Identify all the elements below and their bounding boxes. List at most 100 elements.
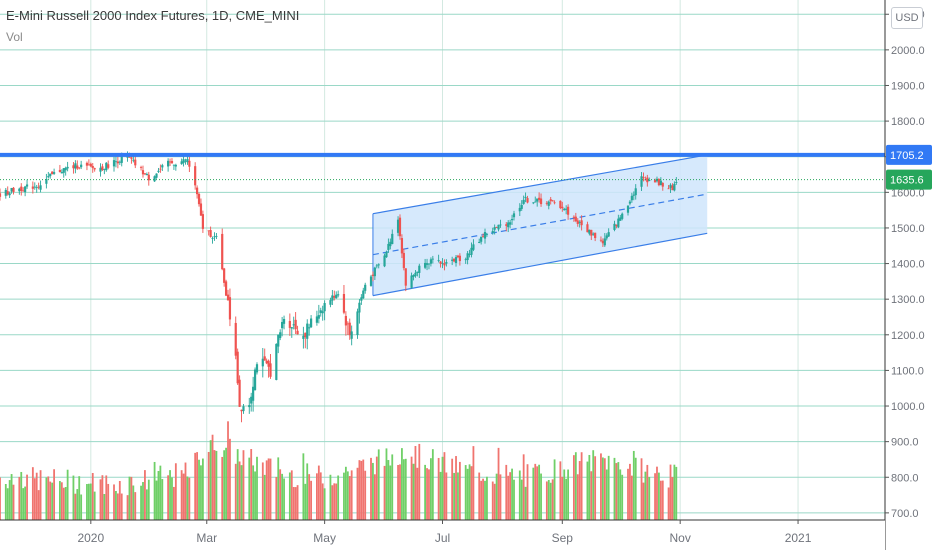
candle-body [130,157,133,159]
volume-bar [209,440,212,520]
candle-body [358,302,361,313]
candle-body [292,324,295,326]
volume-bar [277,457,280,520]
volume-bar [140,485,142,520]
volume-bar [526,464,529,520]
volume-bar [619,469,622,520]
volume-bar [642,482,645,520]
candle-body [302,335,305,339]
volume-bar [130,476,133,520]
candle-body [215,235,218,237]
candle-body [22,190,25,192]
volume-bar [418,443,421,520]
candle-body [159,168,162,170]
candle-body [321,311,324,314]
candle-body [348,322,351,336]
time-axis-label: Mar [196,531,217,545]
candle-body [578,222,581,223]
candle-body [470,247,473,255]
candle-body [114,161,118,163]
candle-body [10,187,13,192]
volume-bar [424,464,427,520]
candle-body [522,199,525,204]
candle-body [242,406,245,412]
volume-bar [76,489,79,520]
volume-bar [333,483,336,520]
volume-bar [360,460,363,520]
candle-body [331,295,334,301]
candle-body [281,321,284,329]
time-axis-label: 2021 [785,531,812,545]
volume-bar [532,467,535,520]
candle-body [167,160,170,167]
candle-body [364,284,367,291]
candle-body [319,310,322,313]
volume-bar [335,483,338,520]
volume-bar [601,457,604,520]
volume-bar [356,467,359,520]
volume-bar [603,458,606,520]
volume-bar [126,495,129,520]
volume-bar [39,470,42,520]
candle-body [64,167,67,171]
candle-body [646,177,649,183]
volume-bar [632,450,635,520]
candle-body [153,176,156,182]
volume-bar [8,480,11,520]
chart-title: E-Mini Russell 2000 Index Futures, 1D, C… [6,8,300,23]
volume-bar [45,477,48,520]
candle-body [112,160,116,167]
volume-bar [211,434,214,520]
volume-bar [6,488,9,520]
volume-bar [617,462,620,520]
time-axis-panel [0,520,885,550]
candle-body [603,238,606,246]
candle-body [180,161,183,165]
volume-bar [576,474,579,520]
candle-body [659,180,662,186]
volume-bar [534,463,537,520]
candle-body [62,168,65,173]
candle-body [85,162,89,166]
volume-bar [225,447,227,520]
candle-body [8,193,11,196]
candle-body [669,184,672,188]
candle-body [252,386,255,401]
price-axis-label: 1300.0 [891,294,925,306]
volume-indicator-label[interactable]: Vol [6,30,23,44]
candle-body [147,174,150,181]
volume-bar [630,475,633,520]
candle-body [4,189,7,196]
candle-body [186,158,189,163]
candle-body [418,265,421,273]
volume-bar [315,473,318,520]
currency-button[interactable]: USD [891,7,923,29]
volume-bar [294,487,297,520]
candle-body [335,294,338,299]
volume-bar [167,475,170,520]
channel-upper-line [372,154,708,215]
volume-bar [0,477,1,520]
candle-body [553,202,556,204]
candle-body [499,224,502,226]
volume-bar [549,482,552,520]
candle-body [105,162,108,171]
volume-bar [33,478,36,520]
candle-body [615,224,618,226]
volume-bar [588,454,591,520]
volume-bar [497,447,500,520]
volume-bar [184,462,187,520]
volume-bar [431,449,434,520]
candle-body [617,218,620,228]
volume-bar [364,470,367,520]
candle-body [360,297,363,301]
candle-body [141,170,145,175]
candle-body [25,184,29,187]
candle-body [224,281,228,296]
volume-bar [451,458,454,520]
volume-bar [605,469,608,520]
candle-body [640,176,643,187]
time-axis-label: Jul [435,531,450,545]
volume-bar [404,458,407,520]
